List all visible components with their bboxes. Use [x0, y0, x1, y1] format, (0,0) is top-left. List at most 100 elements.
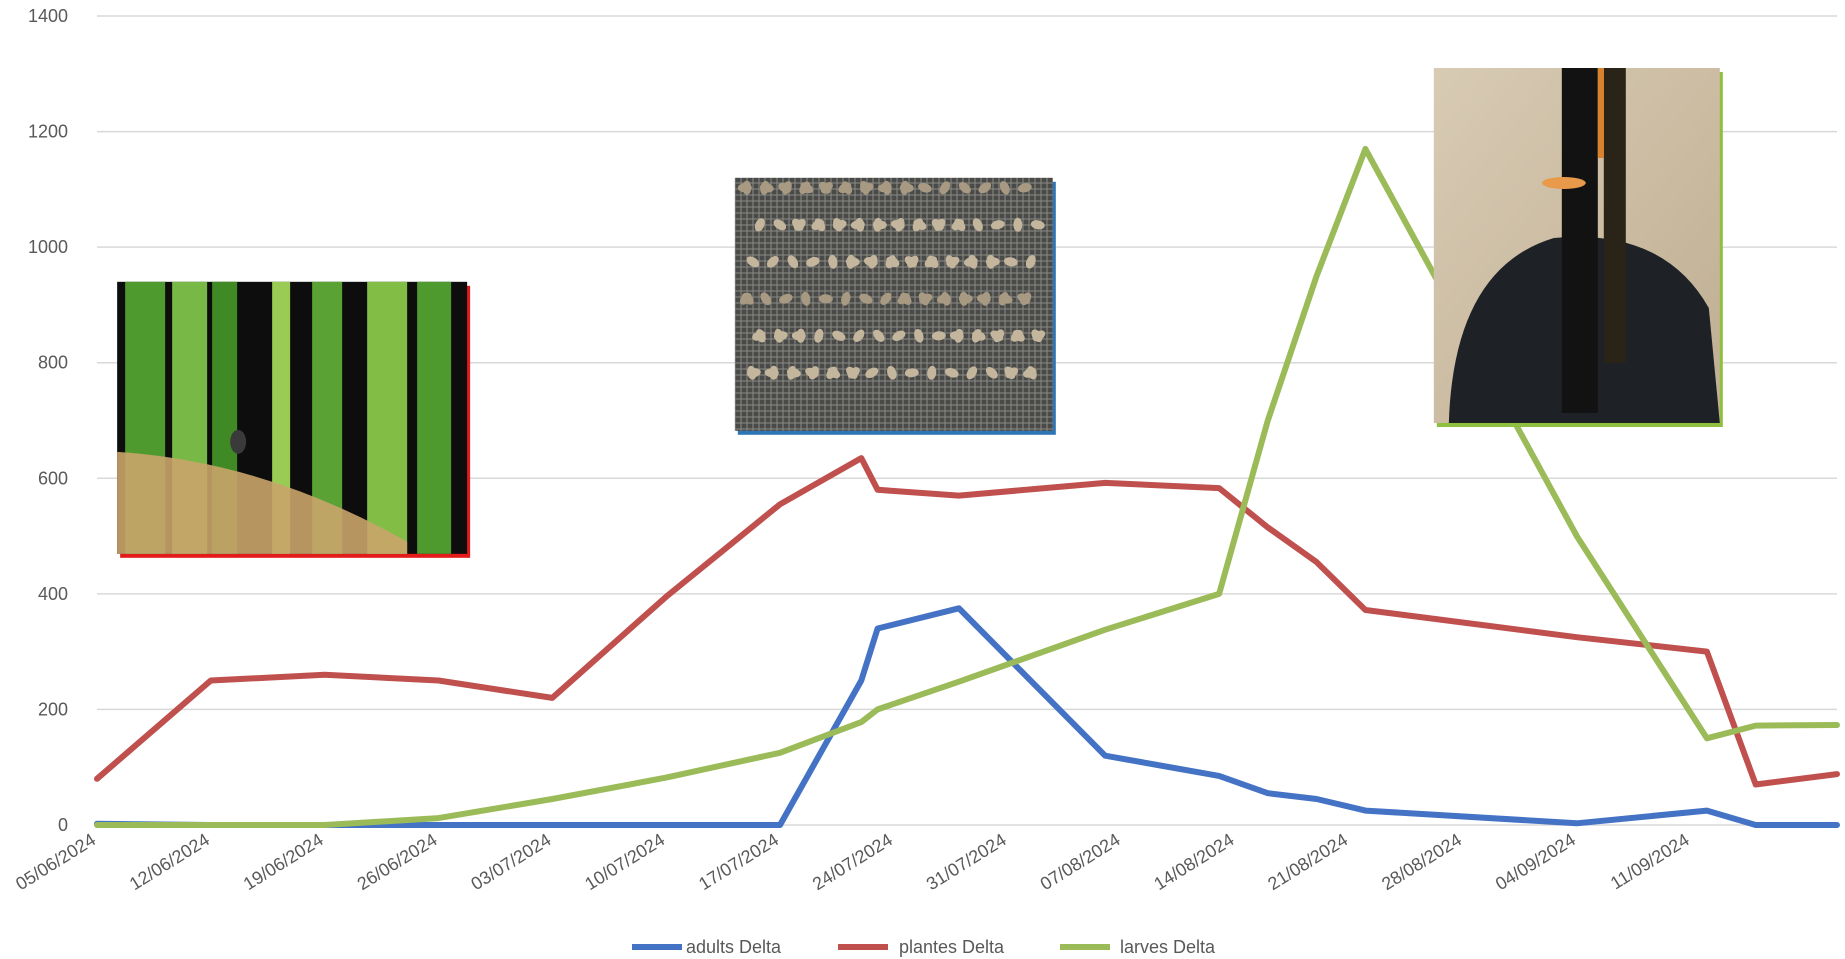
larva [1541, 177, 1586, 190]
insect [972, 330, 986, 341]
insect [900, 292, 912, 305]
insect [880, 292, 892, 305]
insect [872, 220, 887, 230]
x-tick-label: 10/07/2024 [581, 829, 668, 894]
insect [755, 329, 766, 343]
insect [914, 328, 924, 343]
insect [754, 218, 765, 232]
insect [786, 368, 801, 378]
insect [1026, 366, 1037, 380]
x-tick-label: 28/08/2024 [1378, 829, 1465, 894]
insect [907, 255, 919, 268]
insect [939, 181, 951, 195]
y-tick-label: 400 [38, 584, 68, 604]
insect [999, 293, 1013, 304]
insect [918, 183, 932, 193]
insect [990, 220, 1005, 230]
insect [1012, 329, 1025, 342]
insect [779, 293, 793, 304]
insect [796, 328, 806, 343]
insect [847, 367, 860, 379]
insect [931, 331, 946, 341]
y-tick-label: 0 [58, 815, 68, 835]
series-line-plantes-delta [94, 455, 1840, 788]
legend-label-0: adults Delta [686, 937, 782, 957]
y-tick-label: 600 [38, 468, 68, 488]
insect [818, 294, 833, 304]
y-tick-label: 1400 [28, 6, 68, 26]
insect [760, 292, 772, 306]
insect [886, 256, 900, 267]
insect [845, 257, 860, 267]
insect [841, 291, 851, 306]
insect [927, 255, 939, 268]
photo-rice-leaves [117, 281, 471, 558]
x-tick-label: 24/07/2024 [809, 829, 896, 894]
x-tick-label: 03/07/2024 [467, 829, 554, 894]
insect [882, 180, 892, 195]
x-tick-label: 31/07/2024 [923, 829, 1010, 894]
insect [801, 291, 811, 306]
insect [859, 293, 873, 304]
series-lines [94, 145, 1840, 828]
insect [1017, 183, 1032, 193]
x-tick-label: 05/06/2024 [12, 829, 99, 894]
insect [787, 255, 799, 269]
y-tick-label: 1000 [28, 237, 68, 257]
insect [1032, 330, 1046, 342]
insect [899, 183, 914, 193]
insect [993, 329, 1005, 343]
insect [759, 183, 774, 193]
insect [230, 429, 247, 454]
leaf-blade [417, 281, 452, 554]
insect [1025, 255, 1036, 269]
insect [972, 218, 983, 232]
y-axis-ticks: 0 200 400 600 800 1000 1200 1400 [28, 6, 68, 835]
insect [892, 330, 906, 341]
series-line-adults-delta [94, 605, 1840, 828]
insect [766, 255, 779, 268]
insect [773, 331, 788, 341]
x-tick-label: 11/09/2024 [1607, 829, 1693, 893]
insect [746, 368, 761, 378]
insect [841, 181, 853, 195]
insect [913, 219, 927, 230]
legend: adults Delta plantes Delta larves Delta [632, 937, 1216, 957]
series-line-larves-delta [94, 145, 1840, 828]
insect [985, 257, 1000, 267]
x-tick-label: 17/07/2024 [695, 829, 782, 894]
insect [1013, 217, 1023, 232]
y-tick-label: 1200 [28, 122, 68, 142]
x-tick-label: 04/09/2024 [1492, 829, 1579, 894]
rice-stem [1561, 68, 1598, 414]
insect [958, 294, 973, 304]
insect [806, 256, 820, 267]
photo-mesh [734, 177, 1053, 431]
insect [769, 365, 779, 380]
insect [1005, 367, 1019, 379]
insect [814, 218, 826, 232]
insect [773, 219, 787, 231]
insect [999, 181, 1010, 195]
insect [1003, 257, 1018, 267]
x-tick-label: 26/06/2024 [354, 829, 441, 894]
x-tick-label: 21/08/2024 [1264, 829, 1351, 894]
stem-highlight [1597, 68, 1604, 159]
insect [954, 328, 964, 343]
x-tick-label: 19/06/2024 [240, 829, 327, 894]
insect [781, 181, 792, 195]
insect [827, 367, 841, 379]
insect [746, 256, 760, 268]
insect [865, 367, 879, 378]
insect [895, 217, 905, 232]
x-axis-ticks: 05/06/2024 12/06/2024 19/06/2024 26/06/2024… [12, 829, 1693, 894]
y-tick-label: 800 [38, 353, 68, 373]
photo-rice-roots [1433, 68, 1723, 428]
insect [800, 182, 814, 194]
insect [832, 330, 846, 341]
insect [873, 329, 885, 342]
insect [833, 219, 847, 230]
x-tick-label: 12/06/2024 [126, 829, 213, 894]
insect [868, 254, 878, 269]
insect [808, 366, 819, 380]
